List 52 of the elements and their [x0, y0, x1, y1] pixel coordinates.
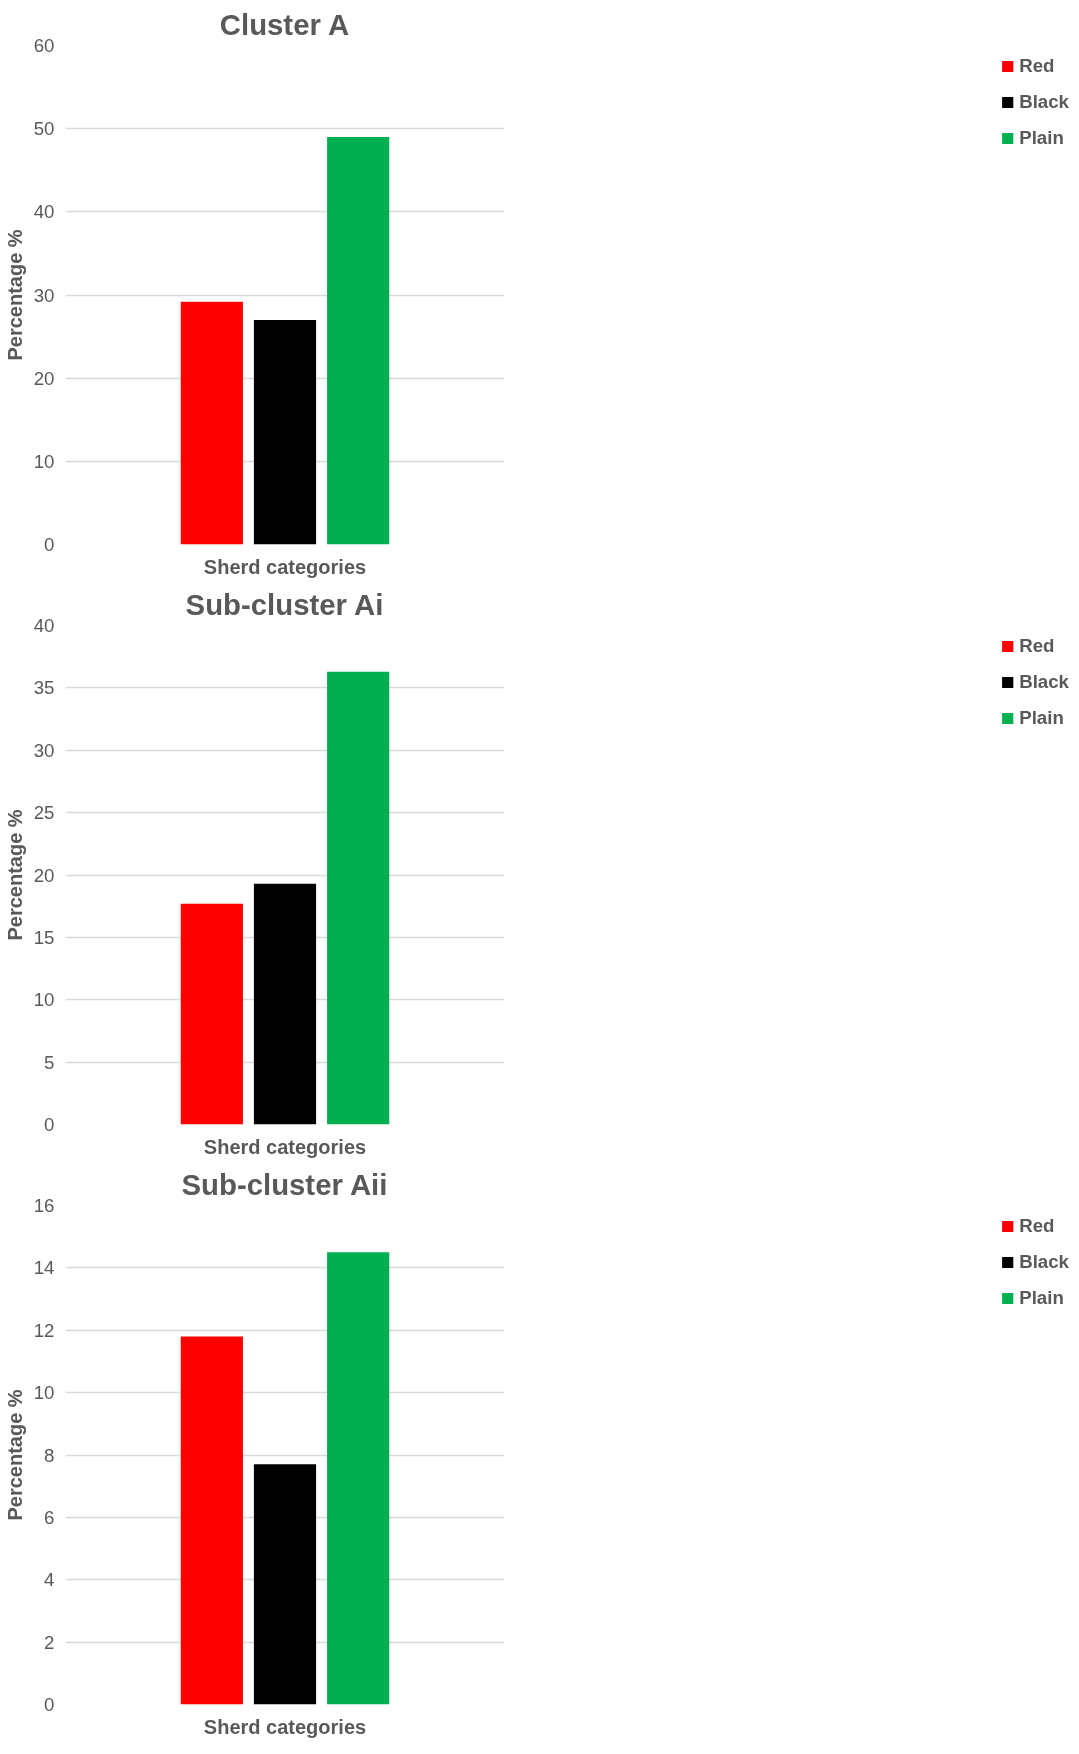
x-axis-title: Sherd categories: [203, 555, 367, 578]
y-tick-label: 15: [33, 926, 55, 948]
y-tick-label: 10: [33, 1382, 55, 1404]
legend-label: Plain: [1019, 127, 1064, 149]
y-tick-label: 20: [33, 367, 55, 389]
y-tick-label: 12: [33, 1319, 55, 1341]
y-tick-label: 25: [33, 802, 55, 824]
bar: [327, 136, 390, 545]
y-tick-label: 10: [33, 989, 55, 1011]
bar: [253, 1464, 317, 1705]
y-tick-label: 2: [44, 1631, 55, 1653]
x-axis-title: Sherd categories: [203, 1135, 367, 1158]
y-tick-label: 20: [33, 864, 55, 886]
chart-title: Sub-cluster Aii: [181, 1167, 388, 1201]
chart-title: Sub-cluster Ai: [185, 587, 384, 621]
bar: [327, 1252, 390, 1705]
bar: [253, 319, 317, 545]
y-tick-label: 0: [44, 1114, 55, 1135]
y-tick-label: 0: [44, 1694, 55, 1715]
bar: [253, 883, 317, 1125]
x-axis-title: Sherd categories: [203, 1715, 367, 1738]
y-tick-label: 40: [33, 201, 55, 223]
legend-label: Red: [1019, 55, 1055, 77]
bar: [327, 671, 390, 1125]
y-tick-label: 0: [44, 534, 55, 555]
y-tick-label: 10: [33, 450, 55, 472]
y-tick-label: 40: [33, 615, 55, 636]
legend-label: Plain: [1019, 1287, 1064, 1309]
y-tick-label: 30: [33, 284, 55, 306]
y-tick-label: 50: [33, 118, 55, 140]
legend-label: Red: [1019, 635, 1055, 657]
y-tick-label: 8: [44, 1444, 55, 1466]
y-tick-label: 60: [33, 35, 55, 56]
legend-label: Black: [1019, 671, 1069, 693]
bar: [180, 903, 243, 1125]
legend-label: Plain: [1019, 707, 1064, 729]
y-axis-title: Percentage %: [3, 229, 26, 361]
y-axis-title: Percentage %: [3, 1389, 26, 1521]
y-tick-label: 14: [33, 1257, 55, 1279]
y-tick-label: 6: [44, 1506, 55, 1528]
chart-title: Cluster A: [219, 7, 350, 41]
y-axis-title: Percentage %: [3, 809, 26, 941]
bar: [180, 301, 243, 545]
y-tick-label: 4: [44, 1569, 55, 1591]
y-tick-label: 35: [33, 677, 55, 699]
y-tick-label: 30: [33, 739, 55, 761]
legend-label: Red: [1019, 1215, 1055, 1237]
legend-label: Black: [1019, 1251, 1069, 1273]
y-tick-label: 16: [33, 1195, 55, 1216]
bar: [180, 1336, 243, 1705]
y-tick-label: 5: [44, 1051, 55, 1073]
legend-label: Black: [1019, 91, 1069, 113]
